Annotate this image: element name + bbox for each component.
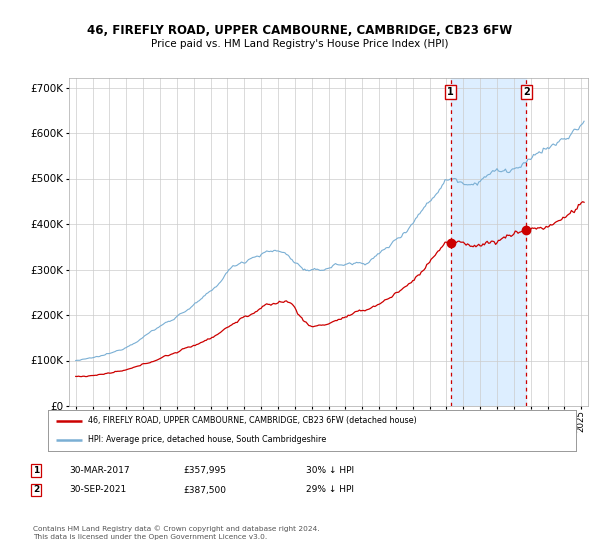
Text: 2: 2 xyxy=(33,486,39,494)
Text: Contains HM Land Registry data © Crown copyright and database right 2024.
This d: Contains HM Land Registry data © Crown c… xyxy=(33,525,320,540)
Text: 30-MAR-2017: 30-MAR-2017 xyxy=(69,466,130,475)
Text: 30% ↓ HPI: 30% ↓ HPI xyxy=(306,466,354,475)
Text: £387,500: £387,500 xyxy=(183,486,226,494)
Text: £357,995: £357,995 xyxy=(183,466,226,475)
Text: 29% ↓ HPI: 29% ↓ HPI xyxy=(306,486,354,494)
Text: HPI: Average price, detached house, South Cambridgeshire: HPI: Average price, detached house, Sout… xyxy=(88,435,326,444)
Text: 46, FIREFLY ROAD, UPPER CAMBOURNE, CAMBRIDGE, CB23 6FW: 46, FIREFLY ROAD, UPPER CAMBOURNE, CAMBR… xyxy=(88,24,512,37)
Text: 1: 1 xyxy=(447,87,454,97)
Text: 46, FIREFLY ROAD, UPPER CAMBOURNE, CAMBRIDGE, CB23 6FW (detached house): 46, FIREFLY ROAD, UPPER CAMBOURNE, CAMBR… xyxy=(88,417,416,426)
Text: 30-SEP-2021: 30-SEP-2021 xyxy=(69,486,126,494)
Text: Price paid vs. HM Land Registry's House Price Index (HPI): Price paid vs. HM Land Registry's House … xyxy=(151,39,449,49)
Bar xyxy=(451,78,526,406)
Text: 2: 2 xyxy=(523,87,530,97)
Text: 1: 1 xyxy=(33,466,39,475)
